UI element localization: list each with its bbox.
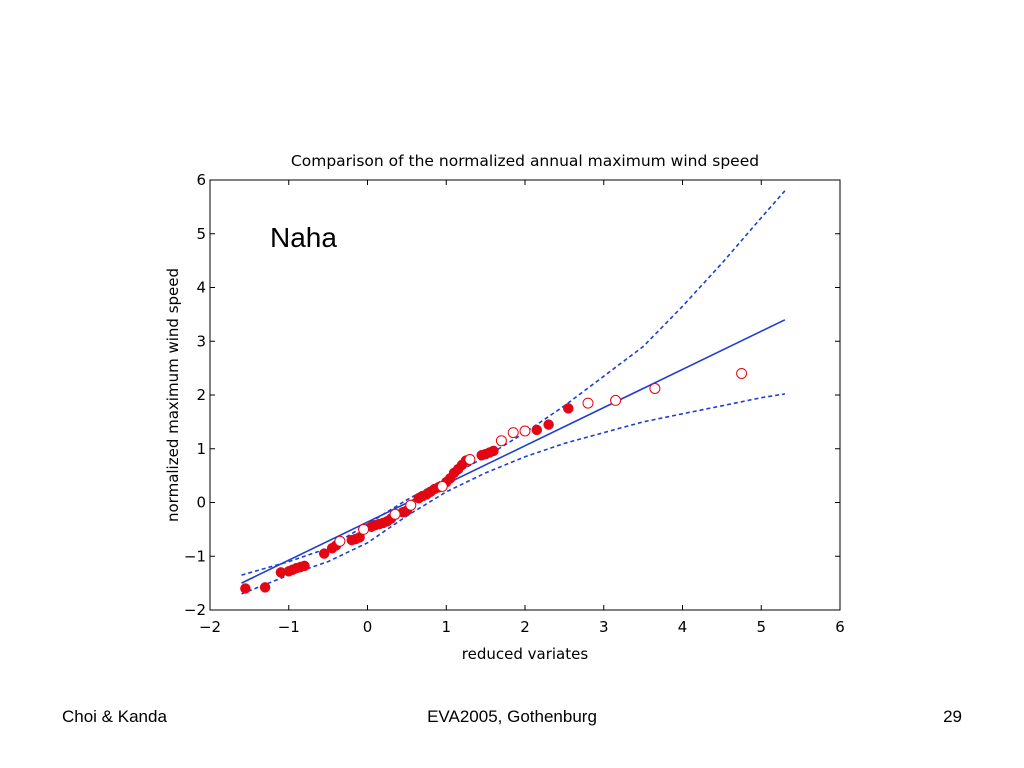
x-tick-label: −2: [199, 618, 221, 636]
x-axis-label: reduced variates: [462, 645, 589, 663]
axis-ticks: −2 −1 0 1 2 3 4 5 6 −2 −1 0 1 2 3 4 5 6: [184, 171, 845, 636]
filled-data-point: [488, 445, 499, 457]
filled-data-point: [240, 583, 251, 594]
y-tick-label: −1: [184, 547, 206, 565]
open-data-point: [495, 435, 507, 447]
open-data-point: [582, 397, 594, 409]
open-data-point: [649, 383, 661, 394]
open-data-point: [519, 425, 531, 437]
open-data-point: [436, 480, 448, 492]
open-data-point: [610, 394, 622, 406]
x-tick-label: 6: [835, 618, 845, 636]
open-data-point: [334, 535, 346, 547]
fitted-line: [241, 319, 786, 584]
y-tick-label: 0: [196, 494, 206, 512]
chart-title: Comparison of the normalized annual maxi…: [291, 152, 759, 170]
x-tick-label: 3: [599, 618, 609, 636]
footer-authors: Choi & Kanda: [62, 707, 167, 726]
y-tick-label: 6: [196, 171, 206, 189]
y-tick-label: 3: [196, 332, 206, 350]
station-label: Naha: [270, 222, 337, 253]
footer-page-number: 29: [943, 707, 962, 726]
filled-data-point: [543, 419, 554, 430]
x-tick-label: 5: [756, 618, 766, 636]
y-axis-label: normalized maximum wind speed: [164, 268, 182, 522]
y-tick-label: 1: [196, 440, 206, 458]
filled-data-point: [531, 424, 543, 436]
open-data-point: [405, 499, 417, 511]
lower-confidence-line: [241, 393, 786, 595]
x-tick-label: −1: [278, 618, 300, 636]
x-tick-label: 0: [363, 618, 373, 636]
filled-data-point: [563, 403, 574, 414]
filled-data-point: [259, 582, 271, 593]
y-tick-label: −2: [184, 601, 206, 619]
open-data-point: [358, 523, 370, 535]
x-tick-label: 1: [441, 618, 451, 636]
y-tick-label: 4: [196, 279, 206, 297]
footer-conference: EVA2005, Gothenburg: [427, 707, 597, 726]
filled-data-point: [318, 548, 330, 559]
data-points: [240, 368, 748, 594]
open-data-point: [464, 454, 476, 465]
open-data-point: [736, 368, 748, 379]
x-tick-label: 4: [678, 618, 688, 636]
x-tick-label: 2: [520, 618, 530, 636]
y-tick-label: 2: [196, 386, 206, 404]
open-data-point: [507, 427, 519, 439]
filled-data-point: [299, 560, 310, 572]
y-tick-label: 5: [196, 225, 206, 243]
open-data-point: [389, 508, 401, 520]
